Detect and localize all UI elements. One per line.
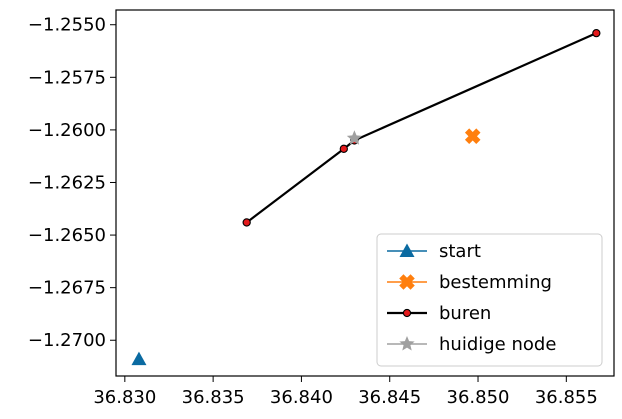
series-3 <box>346 130 363 145</box>
plot-frame <box>115 9 615 377</box>
legend-label: buren <box>439 303 491 324</box>
y-tick-label: −1.2675 <box>28 278 106 299</box>
data-point <box>131 351 147 366</box>
legend-label: start <box>439 241 481 262</box>
legend-box <box>376 233 603 367</box>
x-tick-label: 36.850 <box>447 387 510 408</box>
legend-item: huidige node <box>387 334 556 355</box>
y-tick-label: −1.2550 <box>28 15 106 36</box>
x-tick-label: 36.830 <box>93 387 156 408</box>
legend-marker <box>399 336 415 351</box>
series-1 <box>464 128 481 144</box>
data-point <box>346 130 363 145</box>
legend-item: start <box>387 241 481 262</box>
legend-marker <box>399 274 415 290</box>
x-axis: 36.830 36.835 36.840 36.845 36.850 36.855 <box>93 376 598 408</box>
data-point <box>339 144 348 153</box>
y-tick-label: −1.2600 <box>28 120 106 141</box>
legend-label: huidige node <box>439 334 556 355</box>
data-point-shape <box>464 128 481 144</box>
x-tick-label: 36.845 <box>358 387 421 408</box>
y-axis: −1.2550 −1.2575 −1.2600 −1.2625 −1.2650 −1.26… <box>28 15 116 351</box>
x-tick-label: 36.855 <box>535 387 598 408</box>
legend: start bestemming buren huidige node <box>376 233 603 367</box>
legend-marker <box>402 308 412 318</box>
y-tick-label: −1.2625 <box>28 172 106 193</box>
data-point <box>592 28 601 38</box>
legend-item: bestemming <box>387 272 552 293</box>
legend-marker-shape <box>399 274 415 290</box>
series-0 <box>131 351 147 366</box>
series-layer <box>131 28 601 366</box>
legend-marker <box>399 243 415 257</box>
legend-label: bestemming <box>439 272 552 293</box>
y-tick-label: −1.2575 <box>28 67 106 88</box>
data-point <box>464 128 481 144</box>
legend-item: buren <box>387 303 491 324</box>
x-tick-label: 36.840 <box>270 387 333 408</box>
series-line <box>246 32 597 224</box>
y-tick-label: −1.2650 <box>28 225 106 246</box>
x-tick-label: 36.835 <box>182 387 245 408</box>
data-point <box>242 218 251 227</box>
y-tick-label: −1.2700 <box>28 330 106 351</box>
